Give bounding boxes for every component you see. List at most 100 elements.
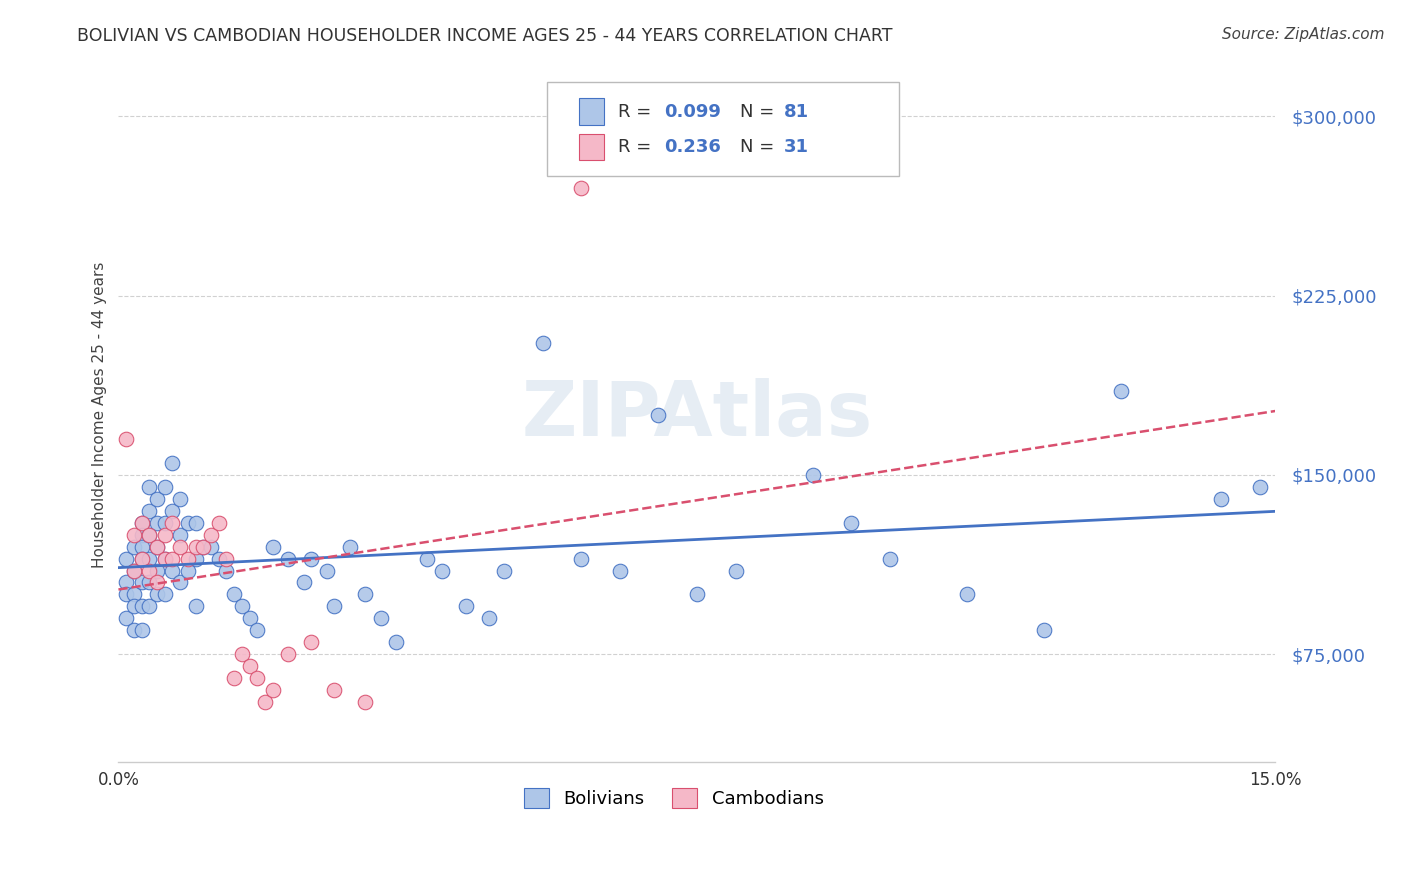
Point <box>169 491 191 506</box>
Point <box>208 551 231 566</box>
Point <box>231 647 253 661</box>
Point <box>177 516 200 530</box>
Point <box>956 587 979 601</box>
Text: R =: R = <box>619 103 657 120</box>
Text: Source: ZipAtlas.com: Source: ZipAtlas.com <box>1222 27 1385 42</box>
Text: N =: N = <box>740 103 780 120</box>
Point <box>169 575 191 590</box>
Point <box>231 599 253 614</box>
Point <box>131 624 153 638</box>
Point <box>162 564 184 578</box>
Point <box>122 564 145 578</box>
Point <box>370 611 392 625</box>
Point <box>122 540 145 554</box>
Y-axis label: Householder Income Ages 25 - 44 years: Householder Income Ages 25 - 44 years <box>93 262 107 568</box>
Point <box>416 551 439 566</box>
Point <box>184 599 207 614</box>
Point <box>686 587 709 601</box>
Point <box>146 564 169 578</box>
Text: 81: 81 <box>783 103 808 120</box>
Point <box>169 527 191 541</box>
Point <box>193 540 215 554</box>
Point <box>122 599 145 614</box>
Point <box>184 540 207 554</box>
Point <box>131 516 153 530</box>
Point <box>354 695 377 709</box>
Point <box>385 635 408 649</box>
Point <box>1033 624 1056 638</box>
Point <box>299 551 322 566</box>
Point <box>131 527 153 541</box>
Point <box>1249 480 1271 494</box>
Point <box>478 611 501 625</box>
Point <box>122 587 145 601</box>
Text: 0.099: 0.099 <box>665 103 721 120</box>
Point <box>146 491 169 506</box>
Point <box>215 564 238 578</box>
Point <box>115 587 138 601</box>
Point <box>115 611 138 625</box>
Point <box>354 587 377 601</box>
Point <box>131 575 153 590</box>
Point <box>839 516 862 530</box>
Point <box>122 564 145 578</box>
Point <box>299 635 322 649</box>
Point <box>262 540 284 554</box>
Point <box>146 575 169 590</box>
Point <box>138 551 160 566</box>
Point <box>292 575 315 590</box>
Point <box>138 480 160 494</box>
Point <box>200 540 222 554</box>
Point <box>153 527 176 541</box>
Point <box>131 540 153 554</box>
Point <box>162 551 184 566</box>
Point <box>153 587 176 601</box>
Point <box>138 575 160 590</box>
Point <box>879 551 901 566</box>
Point <box>138 527 160 541</box>
Point <box>494 564 516 578</box>
Point <box>323 599 346 614</box>
Point <box>609 564 631 578</box>
Point <box>122 527 145 541</box>
Point <box>169 540 191 554</box>
Point <box>246 671 269 685</box>
Point <box>569 181 592 195</box>
Point <box>262 683 284 698</box>
Point <box>131 599 153 614</box>
Point <box>146 587 169 601</box>
Point <box>162 504 184 518</box>
Point <box>569 551 592 566</box>
Point <box>138 527 160 541</box>
Point <box>184 516 207 530</box>
Point <box>1211 491 1233 506</box>
Point <box>647 408 669 422</box>
Point <box>277 551 299 566</box>
Text: N =: N = <box>740 137 780 156</box>
Point <box>239 659 262 673</box>
Point <box>454 599 477 614</box>
Legend: Bolivians, Cambodians: Bolivians, Cambodians <box>517 780 831 815</box>
FancyBboxPatch shape <box>579 134 605 160</box>
Point <box>138 599 160 614</box>
Point <box>239 611 262 625</box>
Point <box>115 575 138 590</box>
Point <box>531 336 554 351</box>
Text: BOLIVIAN VS CAMBODIAN HOUSEHOLDER INCOME AGES 25 - 44 YEARS CORRELATION CHART: BOLIVIAN VS CAMBODIAN HOUSEHOLDER INCOME… <box>77 27 893 45</box>
Point <box>193 540 215 554</box>
Point <box>131 551 153 566</box>
Point <box>162 456 184 470</box>
Text: 31: 31 <box>783 137 808 156</box>
Point <box>1109 384 1132 399</box>
Point <box>131 516 153 530</box>
Point <box>153 516 176 530</box>
Text: R =: R = <box>619 137 657 156</box>
Point <box>724 564 747 578</box>
Point <box>115 551 138 566</box>
Point <box>146 540 169 554</box>
Text: ZIPAtlas: ZIPAtlas <box>522 378 873 452</box>
Point <box>801 467 824 482</box>
Point <box>215 551 238 566</box>
Text: 0.236: 0.236 <box>665 137 721 156</box>
Point <box>339 540 361 554</box>
